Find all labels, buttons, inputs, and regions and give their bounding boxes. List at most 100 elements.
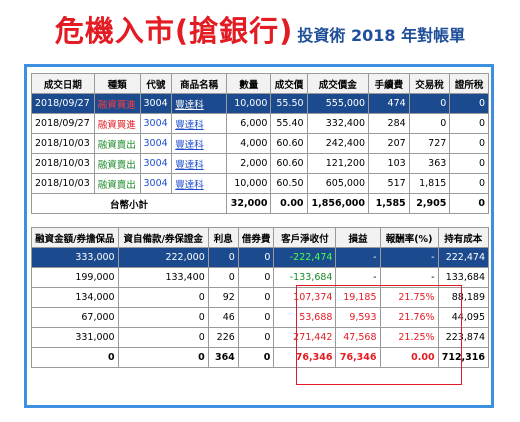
cell-self-funds: 0: [117, 287, 209, 308]
cell-holding-cost: 88,189: [437, 287, 490, 308]
total-self-funds: 0: [117, 347, 209, 368]
cell-product-link[interactable]: 豐達科: [171, 93, 228, 114]
table-row[interactable]: 134,000 0 92 0 107,374 19,185 21.75% 88,…: [31, 287, 490, 308]
cell-tax: 727: [408, 133, 451, 154]
col-self-funds[interactable]: 資自備款/券保證金: [117, 227, 209, 248]
cell-tax: 0: [408, 93, 451, 114]
col-fee[interactable]: 手續費: [368, 73, 410, 94]
cell-amount: 605,000: [306, 173, 370, 194]
col-code[interactable]: 代號: [139, 73, 173, 94]
table-row[interactable]: 331,000 0 226 0 271,442 47,568 21.25% 22…: [31, 327, 490, 348]
cell-cgt: 0: [449, 173, 489, 194]
total-interest: 364: [207, 347, 239, 368]
cell-holding-cost: 222,474: [437, 247, 490, 268]
cell-return-rate: 21.25%: [379, 327, 439, 348]
cell-net-payment: -133,684: [273, 267, 337, 288]
col-qty[interactable]: 數量: [226, 73, 272, 94]
table-row[interactable]: 2018/09/27 融資買進 3004 豐達科 10,000 55.50 55…: [31, 93, 489, 114]
cell-product-link[interactable]: 豐達科: [171, 173, 228, 194]
cell-type: 融資買進: [93, 113, 141, 134]
cell-code: 3004: [139, 113, 173, 134]
col-cgt[interactable]: 證所稅: [449, 73, 489, 94]
cell-interest: 0: [207, 247, 239, 268]
cell-price: 60.50: [270, 173, 308, 194]
cell-net-payment: 53,688: [273, 307, 337, 328]
page-title: 危機入市(搶銀行) 投資術 2018 年對帳單: [0, 8, 520, 50]
cell-code: 3004: [139, 93, 173, 114]
cell-type: 融資買進: [93, 93, 141, 114]
table-row[interactable]: 67,000 0 46 0 53,688 9,593 21.76% 44,095: [31, 307, 490, 328]
cell-cgt: 0: [449, 133, 489, 154]
cell-margin: 333,000: [31, 247, 119, 268]
cell-borrow-fee: 0: [237, 267, 275, 288]
cell-qty: 10,000: [226, 93, 272, 114]
table-row[interactable]: 2018/09/27 融資買進 3004 豐達科 6,000 55.40 332…: [31, 113, 489, 134]
cell-profit: 47,568: [335, 327, 381, 348]
cell-code: 3004: [139, 153, 173, 174]
col-interest[interactable]: 利息: [207, 227, 239, 248]
col-amount[interactable]: 成交價金: [306, 73, 370, 94]
total-profit: 76,346: [335, 347, 381, 368]
cell-margin: 331,000: [31, 327, 119, 348]
cell-holding-cost: 44,095: [437, 307, 490, 328]
cell-cgt: 0: [449, 93, 489, 114]
col-price[interactable]: 成交價: [270, 73, 308, 94]
cell-borrow-fee: 0: [237, 307, 275, 328]
col-tax[interactable]: 交易稅: [408, 73, 451, 94]
col-product[interactable]: 商品名稱: [171, 73, 228, 94]
cell-date: 2018/10/03: [31, 133, 95, 154]
cell-borrow-fee: 0: [237, 247, 275, 268]
cell-self-funds: 222,000: [117, 247, 209, 268]
table-row[interactable]: 199,000 133,400 0 0 -133,684 - - 133,684: [31, 267, 490, 288]
cell-interest: 226: [207, 327, 239, 348]
cell-type: 融資賣出: [93, 153, 141, 174]
trades-total-row: 台幣小計 32,000 0.00 1,856,000 1,585 2,905 0: [30, 193, 489, 214]
cell-amount: 555,000: [306, 93, 370, 114]
total-price: 0.00: [270, 193, 308, 214]
cell-product-link[interactable]: 豐達科: [171, 153, 228, 174]
statement-frame: 成交日期 種類 代號 商品名稱 數量 成交價 成交價金 手續費 交易稅 證所稅 …: [24, 64, 494, 408]
cell-code: 3004: [139, 173, 173, 194]
table-row[interactable]: 2018/10/03 融資賣出 3004 豐達科 4,000 60.60 242…: [31, 133, 489, 154]
col-margin-amount[interactable]: 融資金額/券擔保品: [31, 227, 119, 248]
cell-profit: 19,185: [335, 287, 381, 308]
col-borrow-fee[interactable]: 借券費: [237, 227, 275, 248]
col-profit[interactable]: 損益: [335, 227, 381, 248]
col-return-rate[interactable]: 報酬率(%): [379, 227, 439, 248]
cell-net-payment: 271,442: [273, 327, 337, 348]
cell-cgt: 0: [449, 113, 489, 134]
trades-header-row: 成交日期 種類 代號 商品名稱 數量 成交價 成交價金 手續費 交易稅 證所稅: [31, 73, 489, 94]
table-row[interactable]: 2018/10/03 融資賣出 3004 豐達科 2,000 60.60 121…: [31, 153, 489, 174]
cell-product-link[interactable]: 豐達科: [171, 113, 228, 134]
settlement-table: 融資金額/券擔保品 資自備款/券保證金 利息 借券費 客戶淨收付 損益 報酬率(…: [31, 227, 490, 368]
cell-return-rate: -: [379, 247, 439, 268]
cell-margin: 134,000: [31, 287, 119, 308]
table-row[interactable]: 2018/10/03 融資賣出 3004 豐達科 10,000 60.50 60…: [31, 173, 489, 194]
settlement-total-row: 0 0 364 0 76,346 76,346 0.00 712,316: [31, 347, 490, 368]
cell-price: 55.50: [270, 93, 308, 114]
total-fee: 1,585: [368, 193, 410, 214]
cell-margin: 199,000: [31, 267, 119, 288]
total-amount: 1,856,000: [306, 193, 370, 214]
col-holding-cost[interactable]: 持有成本: [437, 227, 490, 248]
col-trade-date[interactable]: 成交日期: [31, 73, 95, 94]
col-net-payment[interactable]: 客戶淨收付: [273, 227, 337, 248]
cell-fee: 103: [368, 153, 410, 174]
cell-holding-cost: 133,684: [437, 267, 490, 288]
cell-qty: 10,000: [226, 173, 272, 194]
total-cgt: 0: [449, 193, 489, 214]
cell-profit: 9,593: [335, 307, 381, 328]
cell-self-funds: 0: [117, 327, 209, 348]
cell-borrow-fee: 0: [237, 287, 275, 308]
cell-date: 2018/09/27: [31, 93, 95, 114]
cell-self-funds: 133,400: [117, 267, 209, 288]
col-type[interactable]: 種類: [93, 73, 141, 94]
cell-price: 55.40: [270, 113, 308, 134]
cell-fee: 207: [368, 133, 410, 154]
trades-table: 成交日期 種類 代號 商品名稱 數量 成交價 成交價金 手續費 交易稅 證所稅 …: [30, 73, 489, 214]
total-holding-cost: 712,316: [437, 347, 490, 368]
cell-cgt: 0: [449, 153, 489, 174]
table-row[interactable]: 333,000 222,000 0 0 -222,474 - - 222,474: [31, 247, 490, 268]
cell-amount: 121,200: [306, 153, 370, 174]
cell-product-link[interactable]: 豐達科: [171, 133, 228, 154]
